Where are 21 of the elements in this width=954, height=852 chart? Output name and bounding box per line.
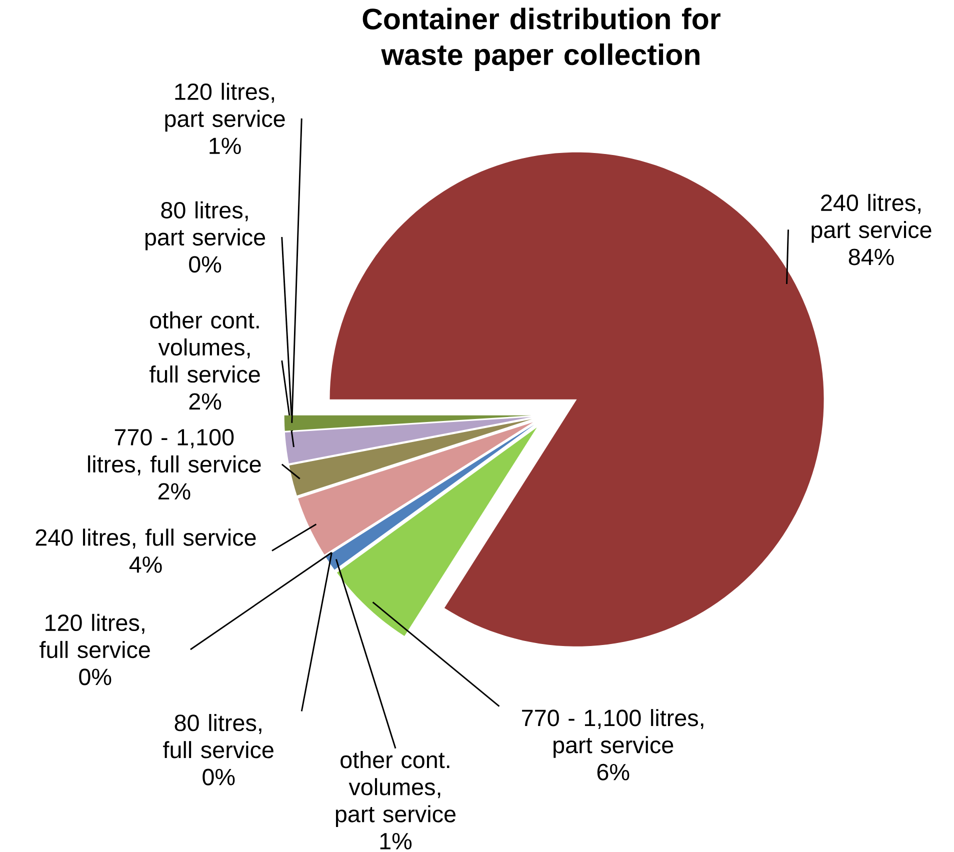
slice-label: 770 - 1,100 litres, part service (522, 709, 704, 758)
slice-label: 240 litres, part service (812, 194, 932, 243)
data-label: 1% (210, 138, 241, 154)
slice-label: other cont. volumes, part service (336, 751, 456, 828)
slice-label: 120 litres, part service (165, 82, 285, 132)
text: 0% (202, 768, 235, 786)
data-label: 4% (129, 556, 162, 573)
data-label: 2% (158, 483, 190, 500)
slice-label: other cont. volumes, full service (150, 311, 260, 383)
slice-label: 770 - 1,100 litres, full service (88, 429, 261, 476)
category-label: 80 litres, part service (145, 201, 266, 250)
data-label: 1% (380, 833, 412, 850)
data-label: 84% (848, 248, 894, 266)
chart-title: Container distribution for waste paper collection (362, 8, 720, 72)
category-label: 120 litres, full service (40, 614, 150, 658)
data-label: 2% (189, 393, 222, 410)
text: 0% (79, 668, 112, 686)
slice-label: 240 litres, full service (36, 528, 256, 549)
data-label: 6% (597, 764, 630, 780)
category-label: 80 litres, full service (163, 714, 274, 758)
text: 0% (189, 256, 222, 273)
